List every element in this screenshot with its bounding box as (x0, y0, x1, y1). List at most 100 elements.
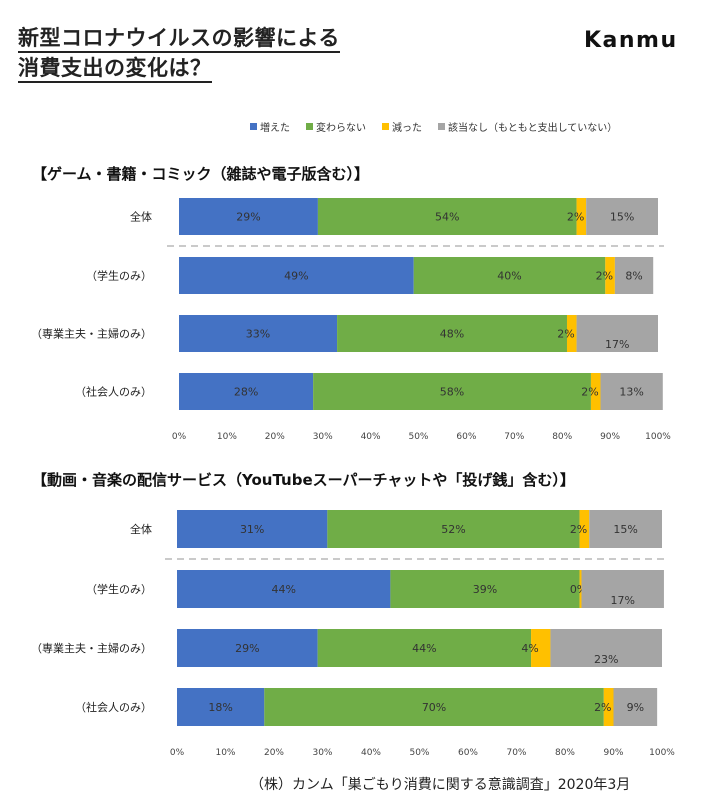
legend-swatch-not-applicable (438, 123, 445, 130)
chart1-bar-decreased (605, 257, 615, 294)
chart2-category-label: 全体 (130, 522, 152, 536)
chart2-xtick-label: 90% (603, 748, 623, 758)
chart1-xtick-label: 40% (361, 432, 381, 442)
chart2-xtick-label: 50% (409, 748, 429, 758)
source-note: （株）カンム「巣ごもり消費に関する意識調査」2020年3月 (250, 777, 631, 793)
legend-item-increased: 増えた (250, 119, 290, 134)
chart2-data-label-increased: 29% (235, 642, 259, 655)
chart2-category-label: （学生のみ） (86, 582, 152, 596)
chart2-video-music-streaming: 全体 31% 52% 2% 15% （学生のみ） 44% 39% 0% 17% （専業主夫・主婦のみ… (31, 510, 675, 758)
chart1-xtick-label: 20% (265, 432, 285, 442)
chart2-category-label: （専業主夫・主婦のみ） (31, 641, 152, 655)
chart1-xtick-label: 50% (408, 432, 428, 442)
page-title-line1-text: 新型コロナウイルスの影響による (18, 26, 340, 53)
chart1-bar-increased (179, 315, 338, 352)
chart2-xtick-label: 10% (215, 748, 235, 758)
chart2-data-label-increased: 31% (240, 523, 264, 536)
chart1-xtick-label: 0% (172, 432, 187, 442)
chart1-bar-decreased (576, 198, 587, 235)
chart2-data-label-unchanged: 52% (441, 523, 465, 536)
chart2-xtick-label: 0% (170, 748, 185, 758)
chart2-data-label-decreased: 4% (521, 642, 538, 655)
legend-swatch-decreased (382, 123, 389, 130)
chart2-xtick-label: 100% (649, 748, 675, 758)
chart2-xtick-label: 70% (506, 748, 526, 758)
chart1-bar-not-applicable (600, 373, 663, 410)
chart2-bar-decreased (531, 629, 551, 667)
chart1-data-label-not-applicable: 8% (625, 270, 642, 283)
chart1-bar-decreased (566, 315, 577, 352)
chart1-data-label-decreased: 2% (596, 270, 613, 283)
chart2-data-label-decreased: 2% (570, 523, 587, 536)
chart1-data-label-not-applicable: 13% (619, 386, 643, 399)
chart1-data-label-not-applicable: 15% (610, 211, 634, 224)
chart2-bar-decreased (579, 510, 590, 548)
chart2-data-label-increased: 44% (271, 583, 295, 596)
chart1-data-label-increased: 49% (284, 270, 308, 283)
legend-swatch-increased (250, 123, 257, 130)
chart1-category-label: 全体 (130, 210, 152, 224)
chart2-bar-unchanged (317, 629, 532, 667)
chart2-data-label-decreased: 2% (594, 701, 611, 714)
chart2-bar-not-applicable (581, 570, 664, 608)
chart1-bar-unchanged (317, 198, 577, 235)
legend-label-decreased: 減った (392, 123, 422, 134)
chart2-xtick-label: 60% (458, 748, 478, 758)
chart2-xtick-label: 40% (361, 748, 381, 758)
chart1-xtick-label: 30% (313, 432, 333, 442)
chart2-bar-unchanged (327, 510, 580, 548)
chart2-bar-not-applicable (589, 510, 662, 548)
chart2-bar-increased (177, 510, 328, 548)
legend-item-unchanged: 変わらない (306, 119, 366, 134)
chart1-data-label-increased: 33% (246, 328, 270, 341)
chart1-data-label-unchanged: 54% (435, 211, 459, 224)
chart1-title: 【ゲーム・書籍・コミック（雑誌や電子版含む）】 (32, 165, 370, 183)
chart1-data-label-unchanged: 40% (497, 270, 521, 283)
chart1-data-label-decreased: 2% (567, 211, 584, 224)
chart2-category-label: （社会人のみ） (75, 700, 152, 714)
chart1-xtick-label: 90% (600, 432, 620, 442)
chart2-bar-increased (177, 570, 391, 608)
chart1-xtick-label: 10% (217, 432, 237, 442)
chart1-data-label-decreased: 2% (581, 386, 598, 399)
chart1-category-label: （専業主夫・主婦のみ） (31, 327, 152, 341)
chart2-data-label-unchanged: 44% (412, 642, 436, 655)
chart2-data-label-not-applicable: 17% (610, 594, 634, 607)
legend-item-decreased: 減った (382, 119, 422, 134)
chart2-title: 【動画・音楽の配信サービス（YouTubeスーパーチャットや「投げ銭」含む）】 (32, 471, 575, 489)
chart1-data-label-unchanged: 48% (440, 328, 464, 341)
chart1-xtick-label: 100% (645, 432, 671, 442)
chart2-bar-increased (177, 629, 318, 667)
chart2-data-label-unchanged: 70% (422, 701, 446, 714)
chart2-xtick-label: 80% (555, 748, 575, 758)
chart1-bar-not-applicable (614, 257, 654, 294)
chart1-data-label-unchanged: 58% (440, 386, 464, 399)
chart2-bar-not-applicable (550, 629, 662, 667)
chart1-bar-increased (179, 198, 318, 235)
chart1-xtick-label: 60% (456, 432, 476, 442)
chart1-category-label: （学生のみ） (86, 269, 152, 283)
legend-label-unchanged: 変わらない (316, 123, 366, 134)
chart2-data-label-not-applicable: 9% (627, 701, 644, 714)
chart1-data-label-not-applicable: 17% (605, 338, 629, 351)
legend-item-not-applicable: 該当なし（もともと支出していない） (438, 119, 617, 134)
chart1-xtick-label: 80% (552, 432, 572, 442)
page-title-line2: 消費支出の変化は？ (18, 52, 212, 83)
chart2-data-label-not-applicable: 23% (594, 653, 618, 666)
legend-label-not-applicable: 該当なし（もともと支出していない） (448, 123, 618, 134)
chart2-data-label-unchanged: 39% (473, 583, 497, 596)
chart2-bar-decreased (579, 570, 582, 608)
page-title-line2-text: 消費支出の変化は？ (18, 56, 212, 83)
chart1-bar-not-applicable (576, 315, 658, 352)
chart1-category-label: （社会人のみ） (75, 385, 152, 399)
chart1-bar-decreased (590, 373, 601, 410)
legend-label-increased: 増えた (260, 123, 290, 134)
chart2-bar-decreased (603, 688, 614, 726)
chart1-games-books-comics: 全体 29% 54% 2% 15% （学生のみ） 49% 40% 2% 8% （専業主夫・主婦のみ）… (31, 198, 671, 442)
chart1-bar-unchanged (413, 257, 606, 294)
chart1-xtick-label: 70% (504, 432, 524, 442)
chart1-bar-unchanged (313, 373, 591, 410)
chart1-data-label-decreased: 2% (557, 328, 574, 341)
chart1-data-label-increased: 29% (236, 211, 260, 224)
chart2-bar-increased (177, 688, 265, 726)
